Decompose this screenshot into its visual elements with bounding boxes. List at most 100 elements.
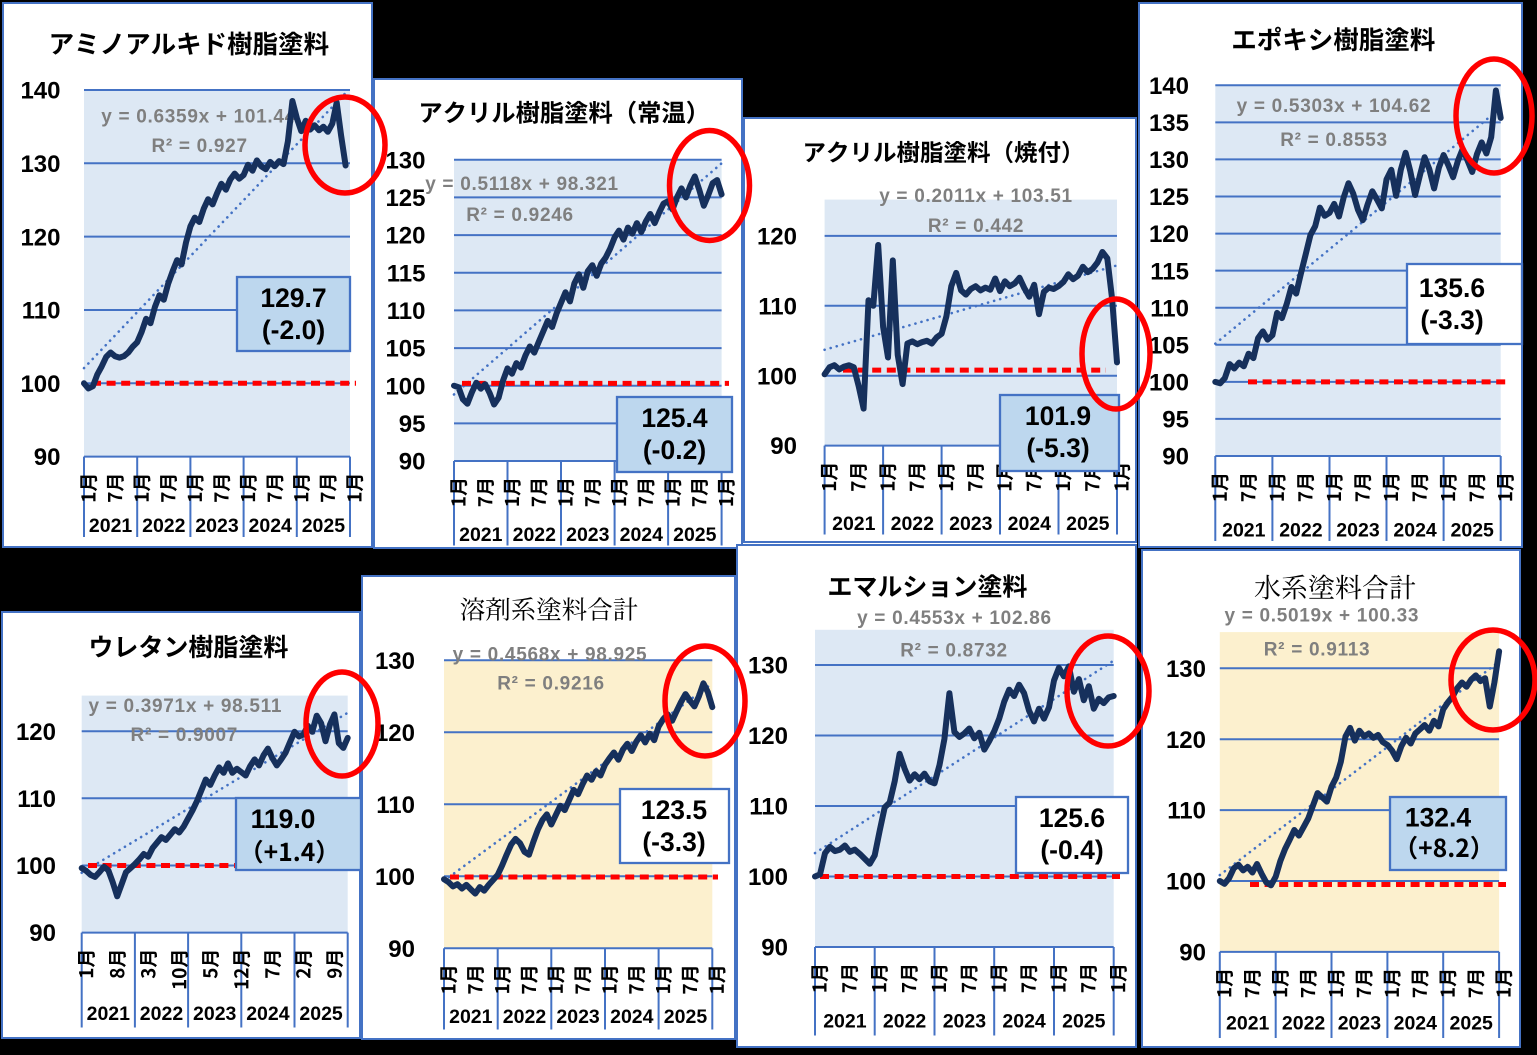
svg-text:120: 120 xyxy=(1149,221,1189,248)
svg-text:2025: 2025 xyxy=(1066,513,1110,535)
svg-text:R² = 0.442: R² = 0.442 xyxy=(928,216,1024,237)
svg-text:2023: 2023 xyxy=(1336,520,1380,542)
svg-text:(-0.2): (-0.2) xyxy=(643,435,706,465)
svg-text:130: 130 xyxy=(375,648,415,675)
svg-text:2023: 2023 xyxy=(943,1011,987,1033)
svg-text:y = 0.4553x + 102.86: y = 0.4553x + 102.86 xyxy=(857,608,1052,629)
svg-text:120: 120 xyxy=(757,224,797,251)
svg-text:105: 105 xyxy=(385,336,425,363)
svg-text:119.0: 119.0 xyxy=(251,804,316,834)
svg-text:R² = 0.8553: R² = 0.8553 xyxy=(1280,130,1388,151)
svg-text:120: 120 xyxy=(375,720,415,747)
svg-text:125: 125 xyxy=(385,185,425,212)
svg-text:2024: 2024 xyxy=(1394,1013,1438,1035)
svg-text:2024: 2024 xyxy=(1002,1011,1046,1033)
svg-text:(-5.3): (-5.3) xyxy=(1026,433,1089,463)
svg-text:130: 130 xyxy=(385,147,425,174)
svg-text:2025: 2025 xyxy=(302,515,346,537)
svg-text:y = 0.5019x + 100.33: y = 0.5019x + 100.33 xyxy=(1224,606,1419,627)
svg-text:R² = 0.8732: R² = 0.8732 xyxy=(900,641,1008,662)
svg-text:130: 130 xyxy=(20,151,60,178)
svg-text:R² = 0.927: R² = 0.927 xyxy=(151,136,247,157)
svg-text:100: 100 xyxy=(385,373,425,400)
svg-text:2024: 2024 xyxy=(610,1006,654,1028)
svg-text:120: 120 xyxy=(748,723,788,750)
svg-text:123.5: 123.5 xyxy=(641,795,707,825)
svg-text:y = 0.4568x + 98.925: y = 0.4568x + 98.925 xyxy=(453,645,648,666)
svg-text:110: 110 xyxy=(387,298,426,325)
svg-text:125: 125 xyxy=(1149,184,1189,211)
svg-text:2024: 2024 xyxy=(1008,513,1052,535)
svg-text:2023: 2023 xyxy=(195,515,239,537)
svg-text:100: 100 xyxy=(20,371,60,398)
svg-text:140: 140 xyxy=(20,78,60,105)
svg-text:2021: 2021 xyxy=(87,1003,131,1025)
svg-text:2025: 2025 xyxy=(664,1006,708,1028)
svg-text:90: 90 xyxy=(34,444,61,471)
svg-text:y = 0.3971x + 98.511: y = 0.3971x + 98.511 xyxy=(88,696,282,717)
svg-text:120: 120 xyxy=(385,223,425,250)
svg-text:129.7: 129.7 xyxy=(260,283,326,313)
svg-text:2022: 2022 xyxy=(1279,520,1323,542)
svg-text:125.4: 125.4 xyxy=(641,403,708,433)
svg-text:100: 100 xyxy=(757,363,797,390)
svg-text:R² = 0.9007: R² = 0.9007 xyxy=(131,725,239,746)
svg-text:101.9: 101.9 xyxy=(1025,401,1091,431)
svg-text:2022: 2022 xyxy=(883,1011,927,1033)
svg-text:135: 135 xyxy=(1149,110,1189,137)
svg-text:y = 0.5118x + 98.321: y = 0.5118x + 98.321 xyxy=(425,174,619,195)
svg-text:2025: 2025 xyxy=(673,524,717,546)
svg-text:2024: 2024 xyxy=(1393,520,1437,542)
svg-text:120: 120 xyxy=(1166,727,1206,754)
svg-text:(-2.0): (-2.0) xyxy=(262,315,325,345)
svg-text:2021: 2021 xyxy=(1226,1013,1270,1035)
svg-text:(-0.4): (-0.4) xyxy=(1040,835,1103,865)
svg-text:2025: 2025 xyxy=(1451,520,1495,542)
svg-text:2021: 2021 xyxy=(459,524,503,546)
svg-text:2023: 2023 xyxy=(566,524,610,546)
svg-text:2022: 2022 xyxy=(891,513,935,535)
svg-text:90: 90 xyxy=(1162,444,1189,471)
svg-text:90: 90 xyxy=(761,935,788,962)
svg-text:2022: 2022 xyxy=(142,515,186,537)
svg-text:2022: 2022 xyxy=(1282,1013,1326,1035)
svg-text:2021: 2021 xyxy=(823,1011,867,1033)
svg-text:2023: 2023 xyxy=(949,513,993,535)
svg-text:2021: 2021 xyxy=(1222,520,1266,542)
svg-text:(-3.3): (-3.3) xyxy=(642,827,705,857)
svg-text:110: 110 xyxy=(17,786,56,813)
svg-text:110: 110 xyxy=(758,293,797,320)
svg-text:2022: 2022 xyxy=(513,524,557,546)
svg-text:2025: 2025 xyxy=(299,1003,343,1025)
svg-text:2022: 2022 xyxy=(503,1006,547,1028)
svg-text:120: 120 xyxy=(16,719,56,746)
svg-text:110: 110 xyxy=(1150,295,1189,322)
svg-text:2023: 2023 xyxy=(556,1006,600,1028)
svg-text:100: 100 xyxy=(1166,869,1206,896)
svg-text:100: 100 xyxy=(748,864,788,891)
svg-text:110: 110 xyxy=(1167,798,1206,825)
svg-text:R² = 0.9113: R² = 0.9113 xyxy=(1264,640,1370,661)
svg-text:110: 110 xyxy=(749,794,788,821)
svg-text:R² = 0.9216: R² = 0.9216 xyxy=(497,674,605,695)
svg-text:120: 120 xyxy=(20,224,60,251)
svg-text:105: 105 xyxy=(1149,332,1189,359)
svg-text:2024: 2024 xyxy=(620,524,664,546)
svg-text:2025: 2025 xyxy=(1062,1011,1106,1033)
svg-text:110: 110 xyxy=(376,792,415,819)
svg-text:115: 115 xyxy=(387,260,426,287)
svg-text:132.4: 132.4 xyxy=(1405,803,1472,833)
svg-text:130: 130 xyxy=(1166,656,1206,683)
svg-text:90: 90 xyxy=(770,433,797,460)
svg-text:100: 100 xyxy=(375,864,415,891)
svg-text:100: 100 xyxy=(1149,370,1189,397)
svg-text:2021: 2021 xyxy=(89,515,133,537)
svg-text:90: 90 xyxy=(1179,940,1206,967)
svg-text:110: 110 xyxy=(22,298,61,325)
svg-text:2021: 2021 xyxy=(832,513,876,535)
svg-text:(-3.3): (-3.3) xyxy=(1420,305,1483,335)
svg-text:115: 115 xyxy=(1150,258,1189,285)
svg-text:130: 130 xyxy=(748,653,788,680)
svg-text:95: 95 xyxy=(1162,407,1189,434)
svg-text:135.6: 135.6 xyxy=(1419,273,1485,303)
